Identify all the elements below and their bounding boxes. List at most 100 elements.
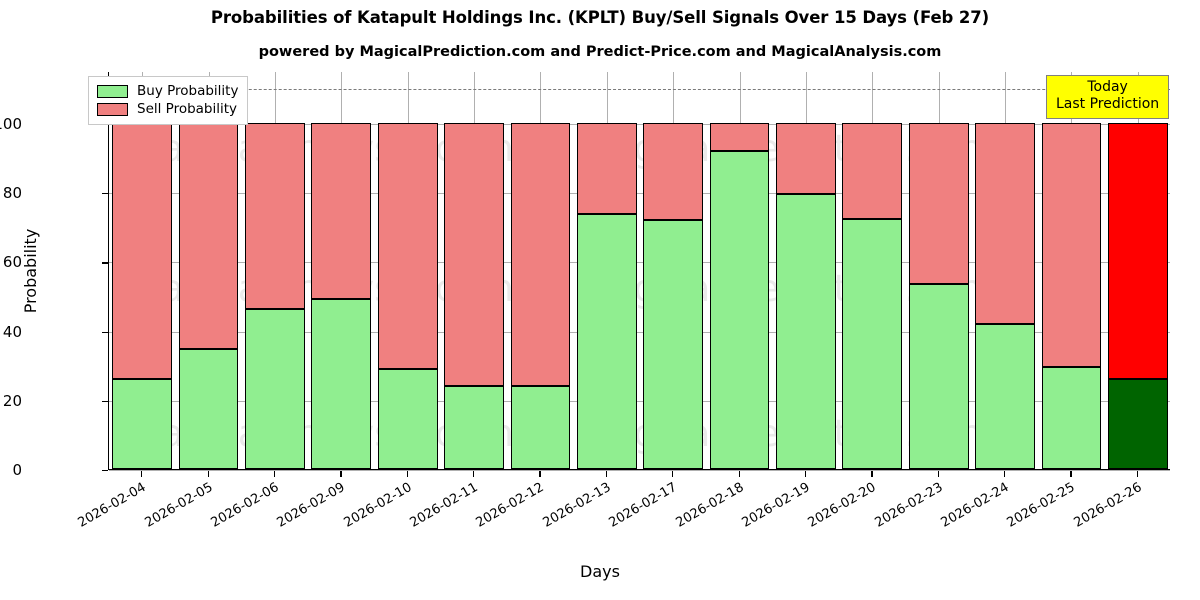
legend-swatch-sell <box>97 102 128 116</box>
x-tick-mark <box>1004 471 1006 477</box>
x-tick-mark <box>672 471 674 477</box>
bar-segment-buy[interactable] <box>776 194 836 469</box>
x-axis-ticks: 2026-02-04 2026-02-05 2026-02-06 2026-02-09… <box>76 471 1170 591</box>
bar-segment-sell[interactable] <box>245 122 305 309</box>
y-tick-label: 0 <box>12 461 22 479</box>
chart-legend: Buy Probability Sell Probability <box>88 76 249 125</box>
legend-item-sell: Sell Probability <box>97 100 238 118</box>
x-tick-mark <box>406 471 408 477</box>
bar-segment-buy[interactable] <box>709 150 770 469</box>
bar-group[interactable] <box>444 71 504 469</box>
bar-segment-sell[interactable] <box>178 122 239 350</box>
y-tick-mark <box>102 193 108 195</box>
bar-segment-sell[interactable] <box>377 122 438 369</box>
bar-group[interactable] <box>377 71 438 469</box>
gridline-horizontal <box>109 331 1170 333</box>
legend-item-buy: Buy Probability <box>97 82 238 100</box>
bar-segment-sell[interactable] <box>510 122 571 386</box>
x-tick-mark <box>871 471 873 477</box>
bar-segment-sell[interactable] <box>776 122 836 195</box>
y-tick-label: 60 <box>2 253 22 272</box>
x-tick-mark <box>1136 471 1139 477</box>
bar-segment-sell[interactable] <box>1107 122 1168 380</box>
bar-segment-sell[interactable] <box>1041 122 1102 367</box>
bar-group[interactable] <box>245 71 305 469</box>
today-annotation-line1: Today <box>1087 79 1128 95</box>
plot-area: MagicalAnalysis.comMagicalPrediction.com… <box>108 72 1170 471</box>
bar-segment-buy[interactable] <box>1041 366 1102 469</box>
y-tick-label: 40 <box>2 322 22 341</box>
bar-segment-buy[interactable] <box>178 349 239 469</box>
bar-segment-sell[interactable] <box>975 122 1035 324</box>
bar-segment-sell[interactable] <box>842 122 903 219</box>
x-tick-mark <box>207 471 209 477</box>
bar-segment-buy[interactable] <box>311 299 372 469</box>
gridline-horizontal <box>109 400 1170 402</box>
legend-label-buy: Buy Probability <box>137 83 239 99</box>
chart-title: Probabilities of Katapult Holdings Inc. … <box>210 8 990 27</box>
x-tick-mark <box>1070 471 1072 477</box>
x-tick-mark <box>539 471 541 477</box>
x-tick-mark <box>937 471 939 477</box>
reference-dashed-line <box>109 89 1170 91</box>
y-tick-mark <box>102 331 108 333</box>
bar-segment-sell[interactable] <box>444 122 504 386</box>
y-tick-mark <box>102 400 108 403</box>
legend-label-sell: Sell Probability <box>137 101 238 117</box>
x-tick-mark <box>605 471 608 477</box>
x-tick-mark <box>273 471 276 477</box>
bar-segment-buy[interactable] <box>444 385 504 469</box>
bar-segment-buy[interactable] <box>643 219 704 469</box>
bar-segment-buy[interactable] <box>975 323 1035 469</box>
bar-segment-sell[interactable] <box>908 122 969 284</box>
bar-segment-buy[interactable] <box>510 385 571 469</box>
bar-segment-buy[interactable] <box>842 218 903 469</box>
x-axis-label: Days <box>580 562 620 581</box>
bar-segment-buy[interactable] <box>377 368 438 469</box>
y-axis-label-wrapper: Probability <box>21 72 42 470</box>
bar-group[interactable] <box>510 71 571 469</box>
gridline-horizontal <box>109 262 1170 264</box>
x-tick-mark <box>141 471 143 477</box>
bar-segment-sell[interactable] <box>112 122 173 380</box>
bar-segment-buy[interactable] <box>245 308 305 469</box>
bar-group[interactable] <box>908 71 969 469</box>
bar-group[interactable] <box>311 71 372 469</box>
bar-segment-sell[interactable] <box>643 122 704 220</box>
y-tick-label: 80 <box>2 184 22 203</box>
y-axis-label: Probability <box>21 228 40 314</box>
today-annotation-line2: Last Prediction <box>1056 96 1160 112</box>
bars-layer <box>109 72 1170 469</box>
x-tick-mark <box>340 471 342 477</box>
bar-group[interactable] <box>1107 71 1168 469</box>
gridline-horizontal <box>109 123 1170 125</box>
bar-group[interactable] <box>842 71 903 469</box>
bar-group[interactable] <box>975 71 1035 469</box>
y-tick-mark <box>102 262 108 264</box>
today-annotation: Today Last Prediction <box>1046 75 1170 119</box>
bar-group[interactable] <box>112 71 173 469</box>
x-tick-mark <box>473 471 475 477</box>
x-tick-mark <box>804 471 807 477</box>
x-tick-mark <box>738 471 740 477</box>
gridline-horizontal <box>109 470 1170 471</box>
chart-subtitle: powered by MagicalPrediction.com and Pre… <box>258 44 942 60</box>
y-tick-mark <box>102 470 108 472</box>
bar-segment-buy[interactable] <box>576 213 637 469</box>
y-tick-label: 100 <box>0 114 22 133</box>
bar-segment-sell[interactable] <box>311 122 372 300</box>
bar-group[interactable] <box>576 71 637 469</box>
bar-segment-buy[interactable] <box>908 283 969 469</box>
bar-group[interactable] <box>178 71 239 469</box>
bar-group[interactable] <box>709 71 770 469</box>
bar-group[interactable] <box>1041 71 1102 469</box>
legend-swatch-buy <box>97 84 128 98</box>
bar-segment-sell[interactable] <box>709 122 770 151</box>
bar-segment-buy[interactable] <box>1107 379 1168 469</box>
gridline-horizontal <box>109 193 1170 195</box>
bar-group[interactable] <box>776 71 836 469</box>
bar-group[interactable] <box>643 71 704 469</box>
bar-segment-sell[interactable] <box>576 122 637 214</box>
bar-segment-buy[interactable] <box>112 379 173 469</box>
